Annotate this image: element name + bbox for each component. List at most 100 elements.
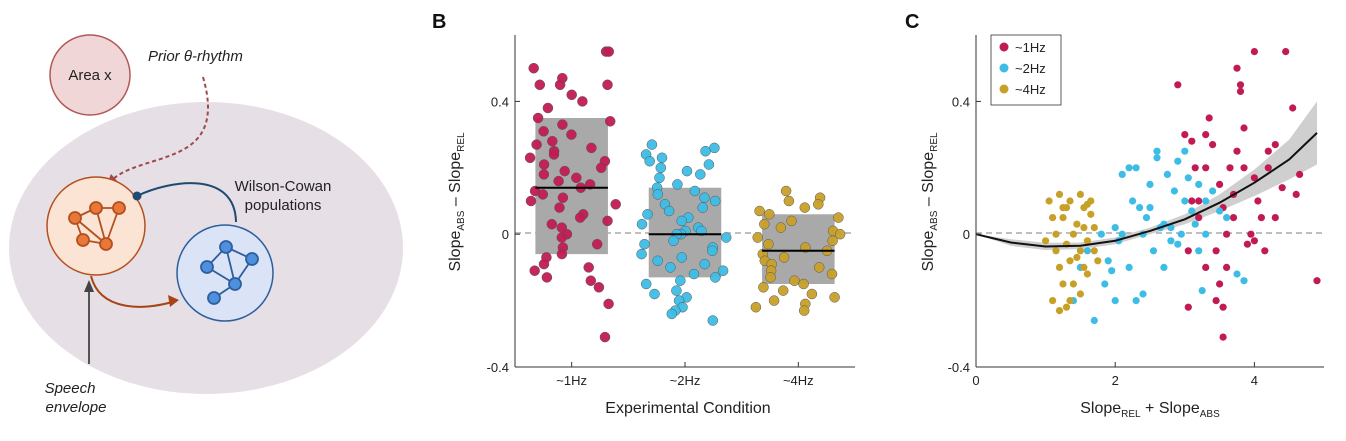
data-point-~4Hz (1052, 247, 1060, 255)
data-point-~4Hz (799, 202, 811, 213)
data-point-~2Hz (1223, 214, 1231, 222)
data-point-~1Hz (1216, 180, 1224, 188)
data-point-~1Hz (1278, 184, 1286, 192)
data-point-~1Hz (538, 126, 549, 137)
data-point-~1Hz (603, 46, 615, 57)
data-point-~4Hz (1045, 197, 1053, 205)
data-point-~4Hz (1069, 230, 1077, 238)
data-point-~1Hz (604, 116, 616, 127)
y-tick-label: -0.4 (948, 360, 970, 375)
data-point-~4Hz (1066, 297, 1074, 305)
data-point-~1Hz (1202, 263, 1210, 271)
data-point-~2Hz (1181, 197, 1189, 205)
data-point-~1Hz (1219, 303, 1227, 311)
panel-c-confidence-band (976, 101, 1317, 251)
data-point-~4Hz (1094, 257, 1102, 265)
data-point-~4Hz (780, 185, 792, 197)
inhibitory-connection (136, 182, 237, 223)
data-point-~2Hz (1118, 170, 1126, 178)
data-point-~1Hz (553, 175, 564, 187)
data-point-~1Hz (591, 238, 603, 250)
data-point-~2Hz (1146, 204, 1154, 212)
data-point-~4Hz (786, 215, 797, 227)
data-point-~4Hz (758, 282, 769, 293)
panel-b-xticks: ~1Hz ~2Hz ~4Hz (556, 362, 814, 388)
data-point-~1Hz (574, 212, 586, 223)
data-point-~4Hz (1087, 210, 1095, 218)
data-point-~2Hz (1104, 257, 1112, 265)
data-point-~2Hz (649, 288, 660, 300)
x-tick-label: 2 (1112, 373, 1119, 388)
data-point-~2Hz (652, 255, 663, 267)
legend-marker-~4Hz (999, 84, 1009, 94)
data-point-~1Hz (610, 199, 621, 210)
wilson-cowan-label-line1: Wilson-Cowan (235, 178, 332, 195)
data-point-~4Hz (1083, 270, 1091, 278)
y-tick-label: 0 (502, 227, 509, 242)
data-point-~1Hz (577, 96, 588, 107)
data-point-~1Hz (554, 202, 565, 213)
data-point-~2Hz (646, 139, 658, 150)
data-point-~2Hz (1153, 154, 1161, 162)
x-tick-label: ~4Hz (783, 373, 814, 388)
data-point-~4Hz (1059, 204, 1067, 212)
area-x-circle (49, 34, 131, 116)
data-point-~2Hz (1125, 164, 1133, 172)
data-point-~1Hz (538, 159, 550, 170)
prior-rhythm-label: Prior θ-rhythm (148, 48, 243, 65)
data-point-~4Hz (1076, 190, 1084, 198)
data-point-~1Hz (528, 62, 539, 74)
data-point-~1Hz (1271, 141, 1279, 149)
data-point-~1Hz (1240, 164, 1248, 172)
data-point-~4Hz (763, 238, 774, 250)
data-point-~4Hz (798, 278, 809, 290)
data-point-~4Hz (1083, 200, 1091, 208)
data-point-~2Hz (636, 248, 647, 260)
data-point-~1Hz (1236, 81, 1245, 89)
data-point-~1Hz (1229, 214, 1238, 222)
data-point-~2Hz (655, 162, 667, 174)
data-point-~2Hz (1111, 224, 1119, 232)
speech-label-line2: envelope (46, 399, 107, 416)
data-point-~2Hz (1146, 180, 1154, 188)
data-point-~1Hz (1233, 147, 1241, 155)
data-point-~1Hz (1188, 197, 1196, 205)
wilson-cowan-label-line2: populations (245, 197, 322, 214)
panel-c-yticks: -0.4 0 0.4 (948, 94, 981, 375)
data-point-~4Hz (829, 292, 840, 303)
data-point-~4Hz (768, 295, 780, 306)
data-point-~2Hz (672, 179, 683, 190)
data-point-~1Hz (1296, 170, 1304, 178)
data-point-~2Hz (1233, 270, 1241, 278)
panel-b-ylabel: SlopeABS – SlopeREL (447, 132, 467, 272)
data-point-~1Hz (1202, 164, 1210, 172)
panel-c-legend: ~1Hz ~2Hz ~4Hz (990, 34, 1062, 106)
data-point-~4Hz (833, 212, 844, 223)
data-point-~2Hz (1240, 277, 1248, 285)
data-point-~2Hz (699, 258, 710, 270)
data-point-~2Hz (1167, 237, 1175, 245)
data-point-~2Hz (709, 195, 721, 207)
data-point-~1Hz (538, 169, 550, 180)
prior-rhythm-arrow (109, 76, 209, 183)
data-point-~4Hz (1080, 263, 1088, 271)
data-point-~2Hz (697, 202, 708, 213)
data-point-~1Hz (1223, 230, 1231, 238)
orange-population-circle (46, 176, 146, 276)
area-x-label: Area x (68, 67, 112, 84)
data-point-~2Hz (666, 308, 678, 320)
panel-c-points (1042, 48, 1321, 341)
x-tick-label: ~2Hz (670, 373, 701, 388)
data-point-~1Hz (541, 272, 553, 283)
data-point-~2Hz (700, 145, 711, 157)
data-point-~4Hz (754, 205, 765, 217)
data-point-~2Hz (1198, 287, 1206, 295)
data-point-~1Hz (1184, 247, 1192, 255)
data-point-~1Hz (599, 331, 611, 343)
data-point-~1Hz (1188, 137, 1196, 145)
data-point-~2Hz (1181, 147, 1189, 155)
data-point-~1Hz (525, 195, 537, 207)
data-point-~4Hz (1059, 214, 1067, 222)
panel-b-yticks: -0.4 0 0.4 (487, 94, 520, 375)
